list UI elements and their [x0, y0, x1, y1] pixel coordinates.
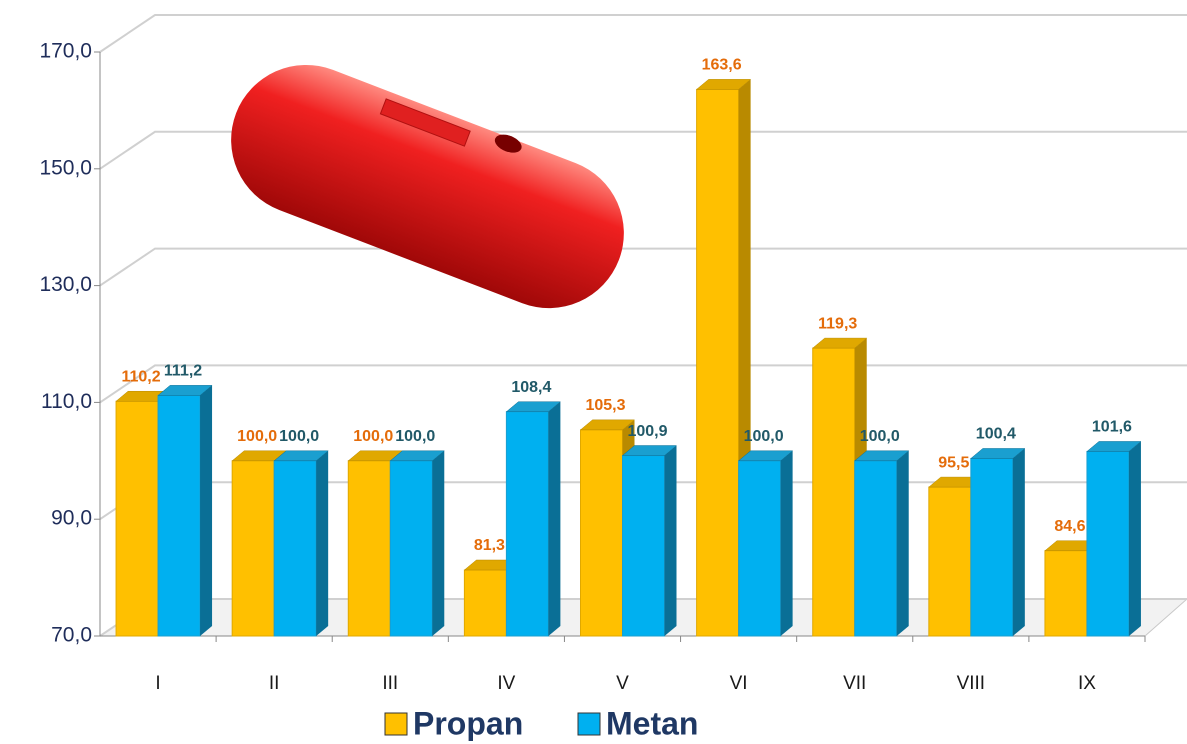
grid-line	[99, 247, 1187, 287]
bar-side	[780, 450, 793, 636]
value-label: 100,0	[237, 428, 277, 445]
value-label: 84,6	[1054, 518, 1085, 535]
y-tick-label: 90,0	[51, 507, 92, 530]
y-tick-label: 70,0	[51, 624, 92, 647]
bar-side	[432, 450, 445, 636]
value-label: 100,0	[279, 428, 319, 445]
y-tick-label: 110,0	[41, 390, 92, 413]
value-label: 111,2	[164, 363, 202, 380]
value-label: 81,3	[474, 537, 505, 554]
x-tick-label: IV	[497, 673, 515, 694]
bar-front	[970, 457, 1014, 637]
x-tick-label: VII	[843, 673, 866, 694]
value-label: 100,0	[353, 428, 393, 445]
x-tick-label: VIII	[957, 673, 986, 694]
value-label: 101,6	[1092, 419, 1132, 436]
value-label: 119,3	[818, 315, 857, 332]
bar-front	[580, 429, 623, 637]
bar-front	[505, 411, 549, 637]
y-tick-label: 130,0	[39, 273, 92, 296]
bar-front	[738, 460, 782, 637]
legend: Propan Metan	[384, 705, 698, 741]
bar-front	[115, 400, 159, 637]
y-tick-label: 150,0	[39, 156, 92, 179]
bar-front	[1044, 550, 1088, 637]
x-tick-label: IX	[1078, 673, 1096, 694]
bar-side	[1012, 448, 1025, 636]
bar-front	[1086, 450, 1130, 637]
legend-label: Propan	[413, 705, 523, 741]
y-tick-label: 170,0	[39, 40, 92, 63]
bar-front	[157, 394, 201, 637]
bar-side	[664, 445, 677, 636]
legend-swatch	[384, 712, 408, 736]
tank-body	[231, 64, 624, 309]
bar-front	[231, 460, 275, 637]
value-label: 105,3	[585, 397, 625, 414]
value-label: 100,0	[744, 428, 784, 445]
bar-front	[696, 88, 740, 637]
value-label: 100,0	[395, 428, 435, 445]
x-tick-label: I	[155, 673, 160, 694]
bar-front	[389, 460, 433, 637]
bar-front	[812, 347, 856, 637]
bar-front	[854, 460, 898, 637]
legend-swatch	[577, 712, 601, 736]
value-label: 100,0	[860, 428, 900, 445]
bar-side	[1128, 441, 1141, 636]
x-tick-label: III	[382, 673, 398, 694]
bar-side	[896, 450, 909, 636]
value-label: 110,2	[121, 368, 160, 385]
grid-line	[99, 130, 1187, 170]
bar-front	[622, 455, 665, 637]
bar-front	[273, 460, 317, 637]
bar-front	[928, 486, 972, 637]
bar-side	[316, 450, 329, 636]
bar-front	[463, 569, 507, 637]
bar-front	[347, 460, 391, 637]
value-label: 100,9	[627, 423, 667, 440]
value-label: 108,4	[511, 379, 551, 396]
x-tick-label: VI	[730, 673, 748, 694]
value-label: 163,6	[702, 57, 742, 74]
tank-valve	[494, 134, 522, 153]
bar-side	[200, 385, 213, 636]
grid-line	[99, 364, 1187, 404]
legend-label: Metan	[606, 705, 698, 741]
bar-side	[548, 401, 561, 636]
grid-line	[99, 14, 1187, 53]
value-label: 95,5	[938, 454, 969, 471]
tank-plate	[379, 98, 471, 147]
x-tick-label: II	[269, 673, 280, 694]
value-label: 100,4	[976, 426, 1016, 443]
x-tick-label: V	[616, 673, 629, 694]
tank-image	[231, 64, 624, 309]
